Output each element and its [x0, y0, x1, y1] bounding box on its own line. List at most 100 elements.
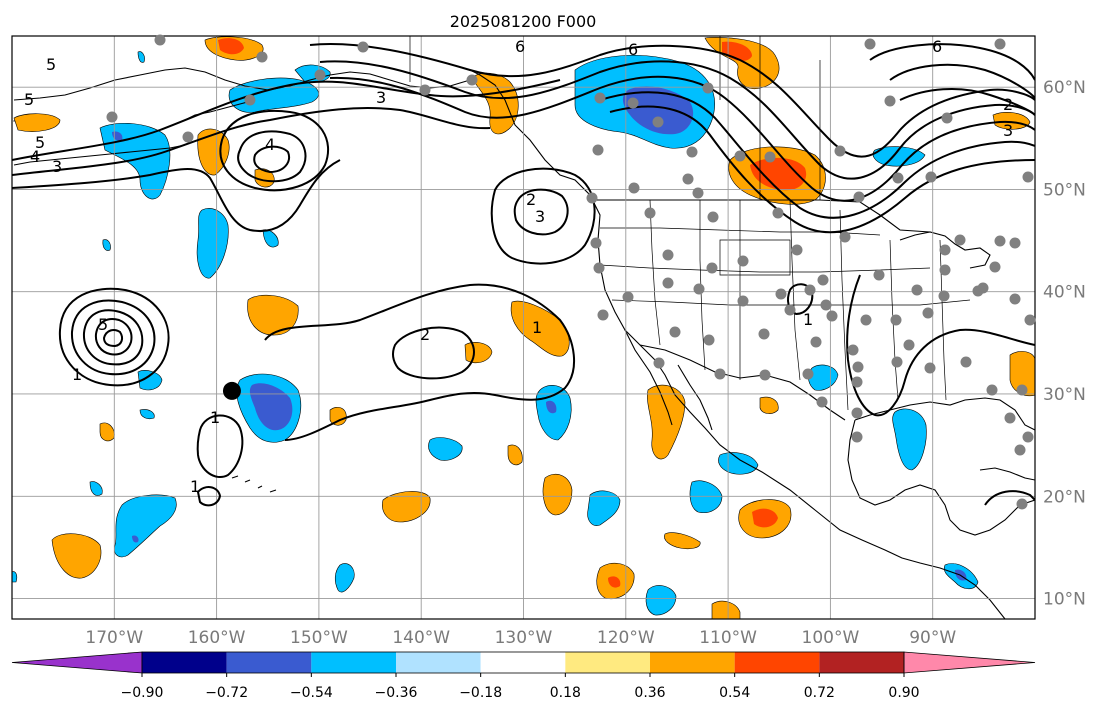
- station-dot: [924, 362, 936, 374]
- station-dot: [693, 283, 705, 295]
- station-dot: [652, 116, 664, 128]
- lon-tick-label: 150°W: [290, 628, 348, 648]
- station-dot: [706, 262, 718, 274]
- coastlines: [13, 67, 1035, 619]
- contour-pacific-high-inner: [392, 326, 475, 380]
- contour-west-low-core: [102, 329, 124, 348]
- contour-label: 3: [52, 157, 62, 176]
- contour-offshore-low-inner: [513, 188, 569, 236]
- contour-label: 1: [190, 477, 200, 496]
- colorbar-label: −0.36: [375, 685, 418, 701]
- station-dot: [820, 299, 832, 311]
- alaska-coast: [13, 67, 471, 101]
- map-frame: [11, 35, 1036, 620]
- station-dot: [703, 334, 715, 346]
- station-dot: [586, 192, 598, 204]
- lon-tick-label: 160°W: [188, 628, 246, 648]
- colorbar-label: 0.18: [550, 685, 581, 701]
- lat-tick-label: 40°N: [1043, 283, 1086, 303]
- station-dot: [734, 150, 746, 162]
- station-dot: [851, 431, 863, 443]
- station-dot: [622, 291, 634, 303]
- station-dot: [590, 237, 602, 249]
- contour-hawaii-2: [196, 486, 222, 507]
- lon-tick-label: 120°W: [597, 628, 655, 648]
- contour-alaska-band-2: [12, 107, 491, 176]
- station-dot: [804, 284, 816, 296]
- station-dot: [826, 310, 838, 322]
- colorbar: −0.90 −0.72 −0.54 −0.36 −0.18 0.18 0.36 0.54 0.7…: [11, 651, 1036, 701]
- station-dot: [791, 244, 803, 256]
- station-dot: [653, 357, 665, 369]
- contour-labels: 5 5 5 4 3 4 3 6 6 3 2 2 1 2 1 1 1 5 1 6 …: [24, 37, 1013, 496]
- station-dot: [758, 328, 770, 340]
- lat-tick-label: 30°N: [1043, 385, 1086, 405]
- station-dot: [986, 384, 998, 396]
- station-dot: [817, 274, 829, 286]
- colorbar-segment: [650, 652, 735, 673]
- colorbar-label: 0.36: [634, 685, 665, 701]
- contour-label: 2: [1003, 95, 1013, 114]
- contour-label: 5: [98, 315, 108, 334]
- contour-continent-trough: [846, 274, 1035, 417]
- station-dot: [816, 396, 828, 408]
- contour-label: 5: [35, 133, 45, 152]
- contour-label: 1: [803, 310, 813, 329]
- contour-west-low-2: [70, 299, 156, 376]
- baja-coast: [624, 329, 713, 431]
- station-dot: [873, 269, 885, 281]
- station-dot: [106, 111, 118, 123]
- cuba-coast: [979, 467, 1035, 481]
- contour-label: 1: [210, 408, 220, 427]
- station-dot: [256, 51, 268, 63]
- station-dot: [669, 326, 681, 338]
- station-dot: [1004, 412, 1016, 424]
- contour-offshore-low: [490, 167, 596, 265]
- colorbar-segment: [480, 652, 566, 673]
- contour-label: 4: [265, 135, 275, 154]
- colorbar-segment: [226, 652, 312, 673]
- lon-tick-label: 170°W: [85, 628, 143, 648]
- contour-west-low-3: [82, 309, 144, 366]
- colorbar-segment: [734, 652, 820, 673]
- station-dot: [911, 284, 923, 296]
- colorbar-segment: [819, 652, 904, 673]
- contour-ne-ridge: [869, 43, 1035, 116]
- contour-gulf-low-core: [253, 145, 290, 174]
- contour-label: 5: [46, 55, 56, 74]
- lon-tick-label: 140°W: [392, 628, 450, 648]
- station-dot: [925, 171, 937, 183]
- station-dot: [994, 38, 1006, 50]
- station-dot: [419, 84, 431, 96]
- station-dot: [903, 339, 915, 351]
- contour-jet-4: [599, 91, 1035, 219]
- contour-continent-high: [787, 283, 814, 316]
- station-dot: [784, 304, 796, 316]
- longitude-tick-labels: 170°W 160°W 150°W 140°W 130°W 120°W 110°W 100°W…: [85, 628, 956, 648]
- station-dot: [852, 361, 864, 373]
- station-dot: [662, 249, 674, 261]
- station-dot: [714, 368, 726, 380]
- colorbar-label: −0.18: [459, 685, 502, 701]
- gulf-coast: [847, 397, 1035, 536]
- station-dot: [884, 95, 896, 107]
- canada-border: [588, 199, 931, 233]
- lon-tick-label: 110°W: [699, 628, 757, 648]
- station-dot: [922, 307, 934, 319]
- station-dot: [594, 92, 606, 104]
- station-dot: [960, 356, 972, 368]
- contour-alaska-band-1: [12, 79, 561, 161]
- station-dot: [1016, 384, 1028, 396]
- station-dot: [892, 172, 904, 184]
- contour-jet-1: [309, 43, 1035, 158]
- station-dot: [851, 407, 863, 419]
- lat-tick-label: 20°N: [1043, 487, 1086, 507]
- location-marker: [222, 381, 241, 400]
- contour-alaska-band-3: [12, 159, 341, 233]
- station-dot: [644, 207, 656, 219]
- station-dot: [357, 41, 369, 53]
- contour-jet-5: [609, 105, 1035, 234]
- station-dot: [772, 207, 784, 219]
- station-dot: [802, 368, 814, 380]
